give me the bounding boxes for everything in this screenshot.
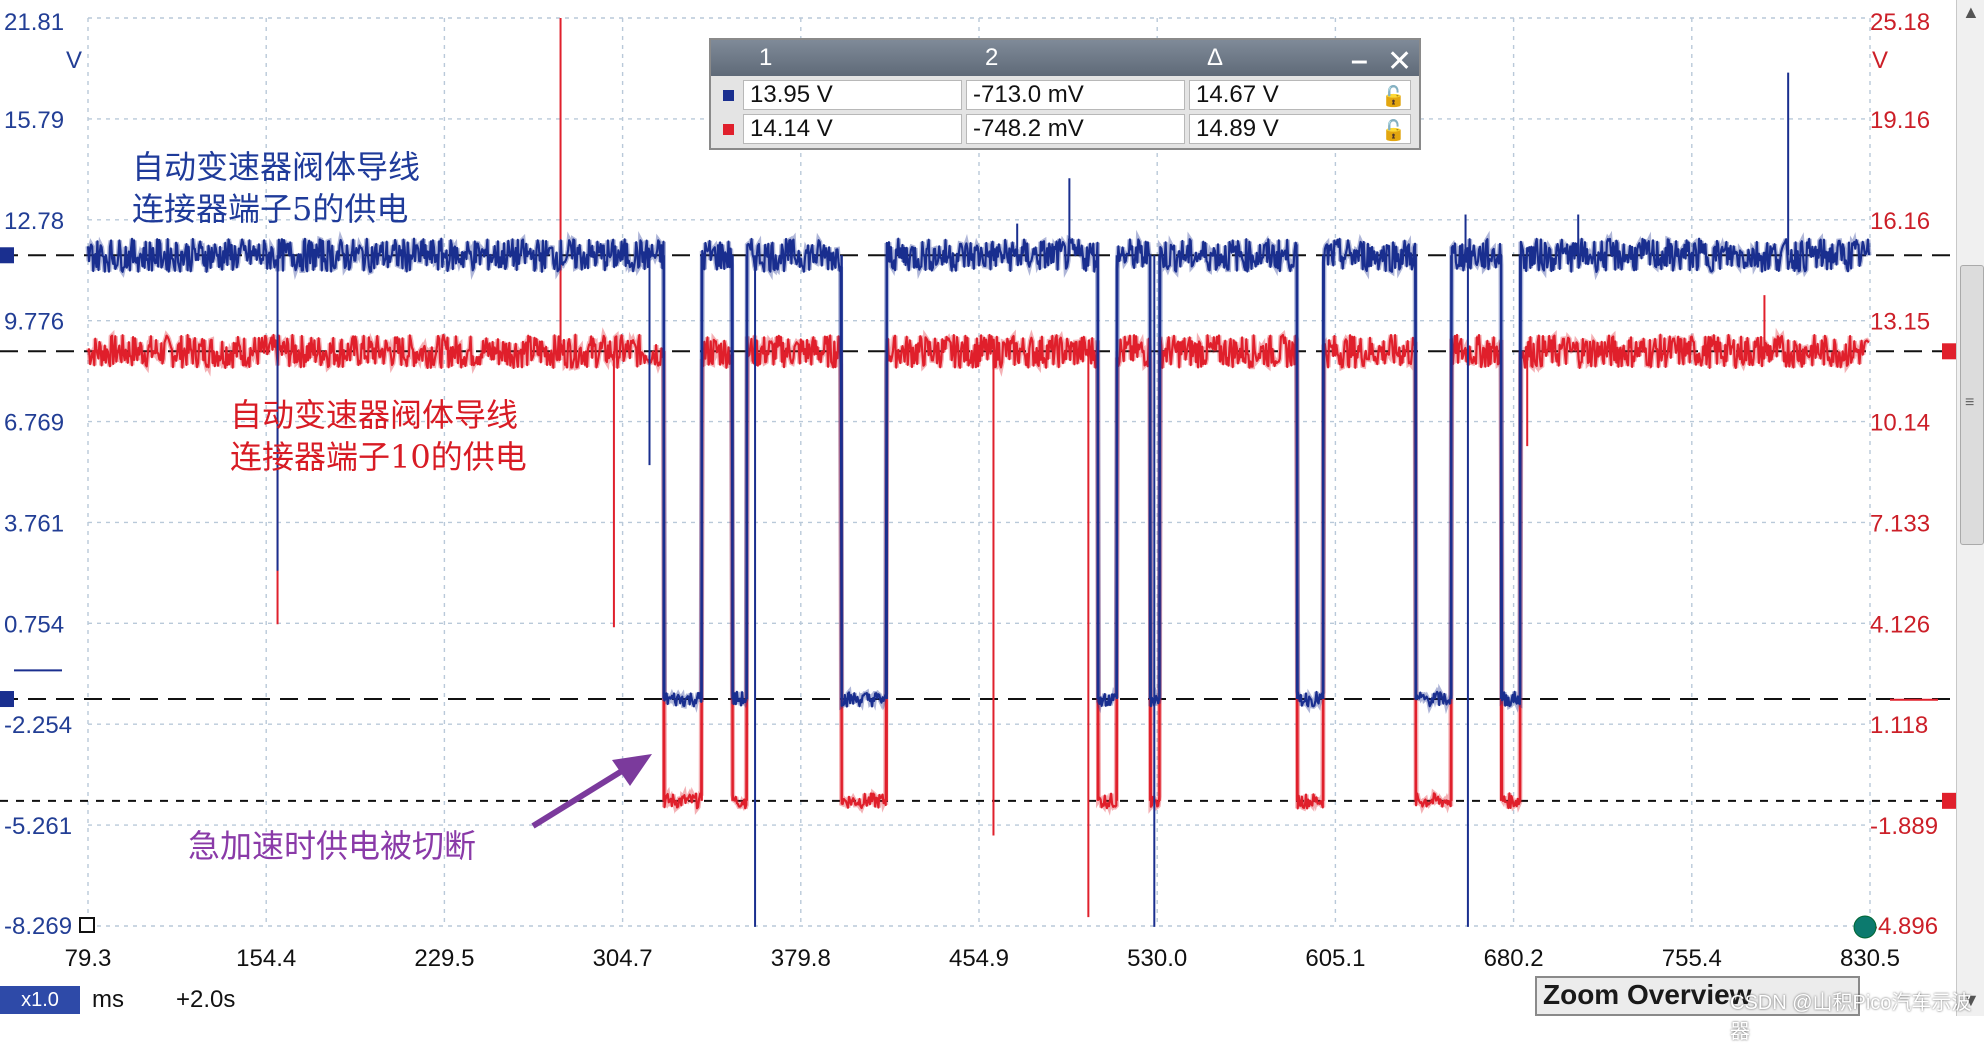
x-axis-tick-label: 755.4 <box>1662 945 1722 972</box>
blue-annotation-line-2: 连接器端子5的供电 <box>132 190 409 228</box>
left-axis-tick-label: 3.761 <box>4 510 64 537</box>
channel-a-zero-marker <box>0 691 14 708</box>
right-axis-tick-label: -4.896 <box>1870 913 1938 940</box>
minimize-icon[interactable]: – <box>1351 44 1368 77</box>
channel-b-offset-marker <box>1942 343 1956 360</box>
blue-annotation-line-1: 自动变速器阀体导线 <box>132 148 421 186</box>
x-axis-tick-label: 154.4 <box>236 945 296 972</box>
right-axis-tick-label: 25.18 <box>1870 9 1930 36</box>
left-time-ruler-handle <box>79 917 95 933</box>
watermark: CSDN @山积Pico汽车示波器 <box>1730 992 1972 1043</box>
oscilloscope-plot: 21.81 15.79 12.78 9.776 6.769 3.761 0.754 -2.25… <box>0 9 1956 972</box>
channel-b-zero-marker <box>1942 792 1956 809</box>
x-axis-tick-label: 379.8 <box>771 945 831 972</box>
x-axis-tick-label: 605.1 <box>1305 945 1365 972</box>
scroll-thumb[interactable]: ≡ <box>1960 265 1984 545</box>
cursor-1-value: 14.14 V <box>743 114 962 144</box>
column-header-cursor-2: 2 <box>985 44 999 71</box>
x-axis-tick-label: 830.5 <box>1840 945 1900 972</box>
left-axis-tick-label: -8.269 <box>4 913 72 940</box>
time-offset-label: +2.0s <box>176 986 236 1013</box>
x-axis-tick-label: 680.2 <box>1484 945 1544 972</box>
channel-a-color-swatch <box>723 90 734 101</box>
left-axis-tick-label: 0.754 <box>4 611 64 638</box>
blue-channel-annotation: 自动变速器阀体导线 连接器端子5的供电 <box>132 146 420 230</box>
right-axis-tick-label: 16.16 <box>1870 208 1930 235</box>
right-axis-tick-label: -1.889 <box>1870 813 1938 840</box>
x-axis-tick-label: 229.5 <box>414 945 474 972</box>
cursor-measurement-table[interactable]: 1 2 Δ – ✕ 13.95 V -713.0 mV 14.67 V 🔓 14… <box>709 38 1421 150</box>
cursor-2-value: -748.2 mV <box>966 114 1185 144</box>
x-axis-tick-label: 79.3 <box>65 945 112 972</box>
left-axis-tick-label: 9.776 <box>4 309 64 336</box>
waveform-path <box>86 237 1871 708</box>
left-axis-tick-label: -5.261 <box>4 813 72 840</box>
series-trace <box>85 72 1872 927</box>
left-axis-tick-label: 6.769 <box>4 410 64 437</box>
x-axis-tick-label: 454.9 <box>949 945 1009 972</box>
left-axis-unit: V <box>66 47 82 74</box>
scroll-up-icon[interactable]: ▲ <box>1962 2 1980 22</box>
cursor-2-value: -713.0 mV <box>966 80 1185 110</box>
zoom-overview-title: Zoom Overview <box>1543 979 1752 1010</box>
delta-cell: 14.67 V 🔓 <box>1189 80 1411 110</box>
right-axis-tick-label: 13.15 <box>1870 309 1930 336</box>
cursor-table-header[interactable]: 1 2 Δ – ✕ <box>711 40 1419 78</box>
column-header-delta: Δ <box>1207 44 1224 71</box>
red-channel-annotation: 自动变速器阀体导线 连接器端子10的供电 <box>230 394 527 478</box>
delta-value: 14.89 V <box>1196 115 1279 142</box>
delta-value: 14.67 V <box>1196 81 1279 108</box>
zoom-factor-badge[interactable]: x1.0 <box>0 986 80 1014</box>
left-axis-tick-label: -2.254 <box>4 712 72 739</box>
zoom-overview-panel[interactable]: Zoom Overview <box>1535 976 1860 1016</box>
lock-icon[interactable]: 🔓 <box>1381 120 1406 142</box>
annotation-arrow-shaft <box>531 763 632 829</box>
right-axis-unit: V <box>1872 47 1888 74</box>
lock-icon[interactable]: 🔓 <box>1381 86 1406 108</box>
right-time-ruler-handle <box>1853 915 1877 939</box>
waveform-path <box>86 333 1870 810</box>
cursor-row-channel-a: 13.95 V -713.0 mV 14.67 V 🔓 <box>717 80 1415 112</box>
cursor-1-value: 13.95 V <box>743 80 962 110</box>
x-axis-tick-label: 530.0 <box>1127 945 1187 972</box>
right-axis-tick-label: 19.16 <box>1870 107 1930 134</box>
left-axis-tick-label: 12.78 <box>4 208 64 235</box>
red-annotation-line-2: 连接器端子10的供电 <box>230 438 527 476</box>
right-axis-tick-label: 7.133 <box>1870 510 1930 537</box>
right-axis-tick-label: 1.118 <box>1870 712 1928 739</box>
scroll-down-icon[interactable]: ▼ <box>1962 990 1980 1010</box>
waveform-band <box>85 327 1871 816</box>
channel-b-color-swatch <box>723 124 734 135</box>
right-axis-tick-label: 10.14 <box>1870 410 1930 437</box>
right-axis-tick-label: 4.126 <box>1870 611 1930 638</box>
x-axis-tick-label: 304.7 <box>593 945 653 972</box>
time-unit-label: ms <box>92 986 124 1013</box>
left-axis-tick-label: 15.79 <box>4 107 64 134</box>
channel-a-offset-marker <box>0 247 14 264</box>
bottom-status-bar: x1.0 ms +2.0s <box>0 982 1984 1016</box>
power-cut-annotation: 急加速时供电被切断 <box>188 827 477 865</box>
vertical-scrollbar[interactable]: ▲ ≡ ▼ <box>1956 0 1984 1016</box>
left-axis-tick-label: 21.81 <box>4 9 64 36</box>
delta-cell: 14.89 V 🔓 <box>1189 114 1411 144</box>
column-header-cursor-1: 1 <box>759 44 773 71</box>
red-annotation-line-1: 自动变速器阀体导线 <box>230 396 519 434</box>
grip-icon: ≡ <box>1965 394 1975 411</box>
close-icon[interactable]: ✕ <box>1387 45 1413 78</box>
cursor-row-channel-b: 14.14 V -748.2 mV 14.89 V 🔓 <box>717 114 1415 146</box>
annotation-arrow-head <box>612 754 652 786</box>
waveform-band <box>85 229 1872 715</box>
